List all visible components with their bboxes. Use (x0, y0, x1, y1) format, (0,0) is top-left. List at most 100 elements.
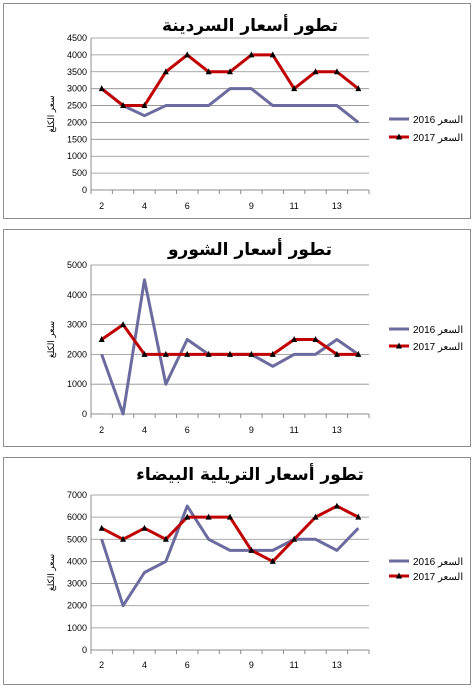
x-tick-label: 2 (99, 425, 104, 435)
chart-title: تطور أسعار السردينة (162, 14, 338, 36)
x-tick-label: 9 (249, 425, 254, 435)
y-axis-label: سعر الكلغ (46, 95, 57, 132)
y-tick-label: 0 (82, 409, 87, 419)
y-tick-label: 5000 (67, 534, 87, 544)
series-point (162, 350, 169, 357)
y-tick-label: 4000 (67, 50, 87, 60)
series-point (248, 51, 255, 58)
x-tick-label: 2 (99, 201, 104, 211)
series-point (291, 336, 298, 342)
series-point (98, 336, 105, 342)
x-tick-label: 2 (99, 660, 104, 670)
y-tick-label: 4500 (67, 33, 87, 43)
series-point (141, 524, 148, 531)
chart-svg: تطور أسعار السردينة 0 500 1000 1500 2000 2500 3… (46, 14, 463, 211)
y-tick-label: 1000 (67, 623, 87, 633)
y-tick-label: 500 (72, 168, 87, 178)
x-tick-label: 11 (289, 425, 298, 435)
y-tick-label: 5000 (67, 260, 87, 270)
series-point (248, 546, 255, 553)
series-point (120, 321, 127, 328)
x-tick-label: 9 (249, 201, 254, 211)
y-tick-label: 2000 (67, 601, 87, 611)
series-point (355, 350, 362, 357)
x-tick-label: 13 (332, 201, 342, 211)
series-point (291, 85, 298, 92)
series-point (312, 336, 319, 342)
y-tick-label: 3500 (67, 67, 87, 77)
series-point (333, 350, 340, 357)
chart-title: تطور أسعار التريلية البيضاء (136, 463, 364, 485)
series-point (162, 68, 169, 75)
series-point (227, 68, 233, 75)
series-point (269, 51, 276, 58)
series-point (120, 102, 127, 109)
y-tick-label: 4000 (67, 290, 87, 300)
series-point (248, 350, 255, 357)
x-tick-label: 4 (142, 201, 147, 211)
legend-marker (396, 572, 402, 579)
legend-label: 2017 السعر (413, 342, 463, 353)
y-tick-label: 1500 (67, 134, 87, 144)
y-axis-label: سعر الكلغ (46, 321, 57, 358)
legend-label: 2016 السعر (413, 557, 463, 568)
series-point (312, 513, 319, 520)
y-tick-label: 3000 (67, 320, 87, 330)
y-tick-label: 0 (82, 185, 87, 195)
series-point (98, 524, 105, 531)
series-point (141, 350, 148, 357)
x-tick-label: 4 (142, 660, 147, 670)
series-line-0 (100, 87, 360, 124)
legend-marker (396, 133, 402, 140)
series-point (205, 350, 212, 357)
series-point (333, 502, 340, 509)
y-tick-label: 2000 (67, 117, 87, 127)
x-tick-label: 13 (332, 425, 342, 435)
legend-label: 2017 السعر (413, 572, 463, 583)
y-tick-label: 7000 (67, 490, 87, 500)
series-point (184, 51, 191, 58)
series-point (355, 513, 362, 520)
series-point (333, 68, 340, 75)
y-tick-label: 2000 (67, 349, 87, 359)
x-tick-label: 4 (142, 425, 147, 435)
series-point (162, 535, 169, 542)
series-point (120, 535, 127, 542)
chourou-price-chart: تطور أسعار الشورو 0 1000 2000 3000 4000 5000 2 4… (3, 229, 471, 447)
y-tick-label: 6000 (67, 512, 87, 522)
series-point (141, 102, 148, 109)
series-line-1 (100, 53, 360, 108)
y-tick-label: 4000 (67, 556, 87, 566)
legend-label: 2017 السعر (413, 133, 463, 144)
series-line-0 (100, 504, 360, 608)
legend-marker (396, 342, 402, 349)
series-point (184, 513, 191, 520)
series-point (184, 350, 191, 357)
series-point (269, 350, 276, 357)
series-point (205, 513, 212, 520)
y-tick-label: 0 (82, 645, 87, 655)
x-tick-label: 11 (289, 660, 298, 670)
y-tick-label: 3000 (67, 579, 87, 589)
chart-title: تطور أسعار الشورو (167, 238, 332, 260)
chart-svg: تطور أسعار التريلية البيضاء 0 1000 2000 3000… (46, 463, 463, 670)
series-point (355, 85, 362, 92)
legend-label: 2016 السعر (413, 325, 463, 336)
white-trilia-price-chart: تطور أسعار التريلية البيضاء 0 1000 2000 3000… (3, 457, 471, 685)
series-point (269, 557, 276, 564)
y-tick-label: 1000 (67, 151, 87, 161)
chart-svg: تطور أسعار الشورو 0 1000 2000 3000 4000 5000 2 4… (46, 238, 463, 435)
x-tick-label: 6 (185, 201, 190, 211)
legend-label: 2016 السعر (413, 115, 463, 126)
x-tick-label: 13 (332, 660, 342, 670)
y-tick-label: 3000 (67, 84, 87, 94)
x-tick-label: 6 (185, 660, 190, 670)
y-tick-label: 1000 (67, 379, 87, 389)
x-tick-label: 9 (249, 660, 254, 670)
x-tick-label: 6 (185, 425, 190, 435)
y-tick-label: 2500 (67, 101, 87, 111)
series-point (291, 535, 298, 542)
series-point (227, 350, 233, 357)
y-axis-label: سعر الكلغ (46, 554, 57, 591)
series-point (312, 68, 319, 75)
